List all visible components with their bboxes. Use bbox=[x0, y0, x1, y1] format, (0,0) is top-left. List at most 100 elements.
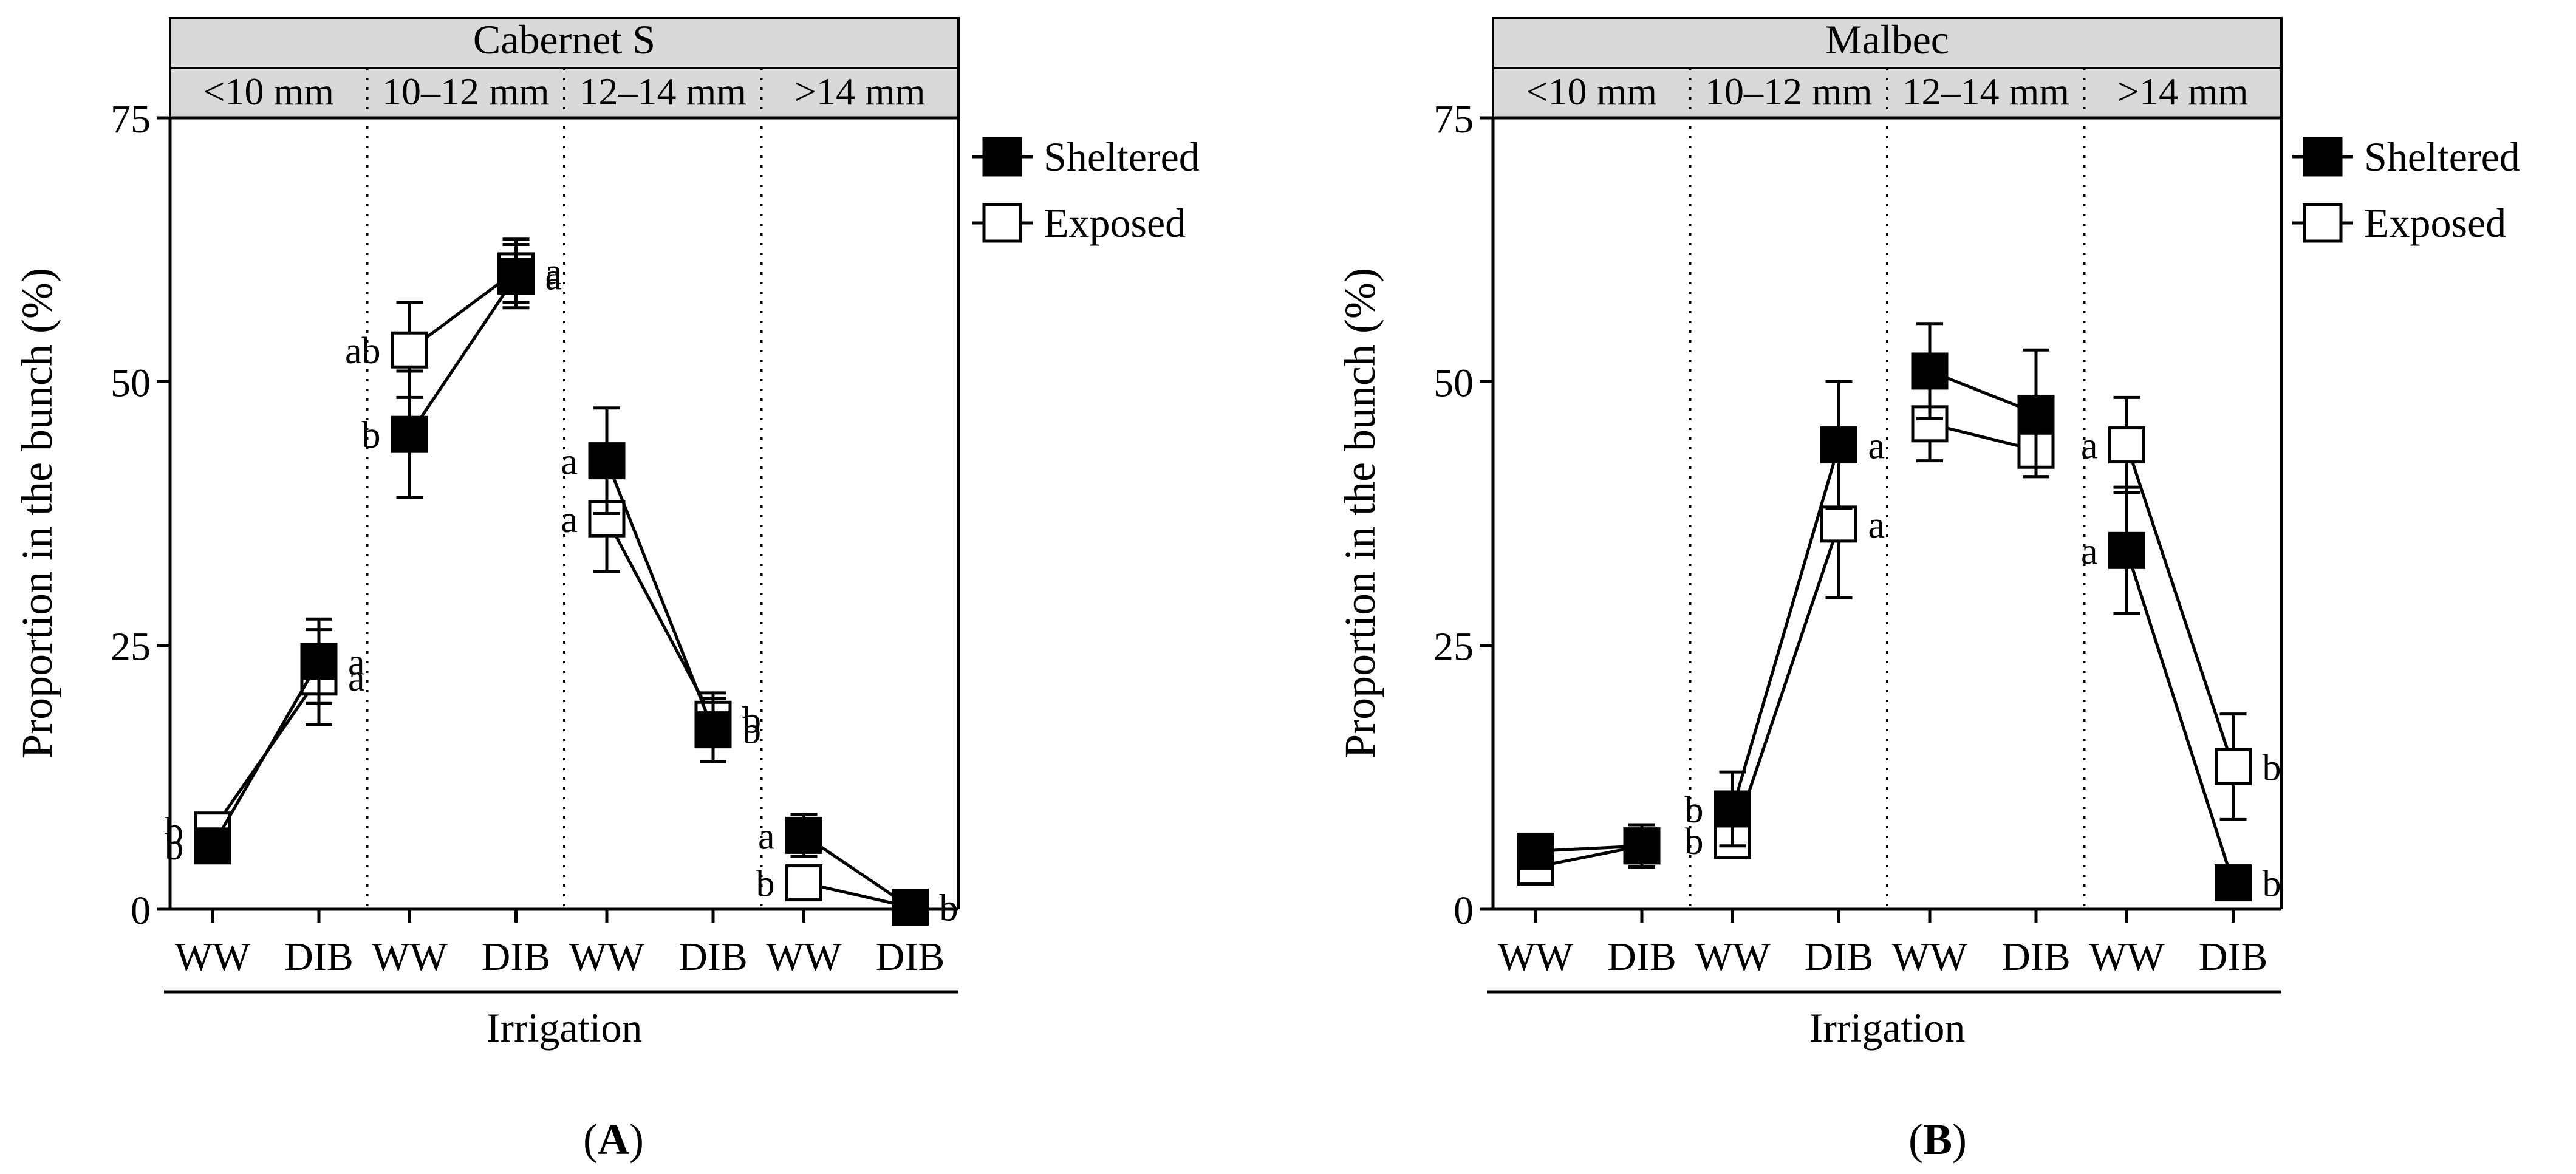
panel-b-exposed-connector bbox=[2125, 444, 2235, 768]
panel-a-sheltered-significance-letter: a bbox=[545, 257, 562, 298]
panel-b-y-axis-label: Proportion in the bunch (%) bbox=[1336, 268, 1384, 759]
panel-b-sheltered-significance-letter: a bbox=[2081, 531, 2098, 572]
panel-b-size-class-label: >14 mm bbox=[2117, 70, 2249, 113]
panel-b-x-tick-label: WW bbox=[1498, 935, 1574, 979]
panel-a-letter: A bbox=[598, 1115, 629, 1164]
panel-b-exposed-marker bbox=[2215, 748, 2252, 785]
panel-b-sheltered-significance-letter: b bbox=[1685, 790, 1704, 831]
panel-a-title: Cabernet S bbox=[473, 16, 655, 63]
legend-b-exposed-label: Exposed bbox=[2364, 200, 2506, 246]
panel-a-y-tick-label: 50 bbox=[111, 361, 151, 405]
panel-b-title: Malbec bbox=[1825, 16, 1949, 63]
panel-a-x-tick-label: DIB bbox=[678, 935, 748, 979]
panel-a-x-tick-label: WW bbox=[175, 935, 251, 979]
panel-a-sheltered-marker bbox=[300, 643, 338, 680]
panel-a-sheltered-marker bbox=[194, 827, 231, 865]
panel-b-sheltered-marker bbox=[1911, 352, 1949, 390]
legend-a-sheltered-marker bbox=[982, 137, 1022, 177]
panel-b-size-strip bbox=[1492, 67, 2283, 119]
panel-b-plot: 0 25 50 75 <10 mm WW DIB 10–12 mm WW DIB 12–14 mm W… bbox=[1433, 68, 2281, 979]
panel-a-exposed-significance-letter: a bbox=[545, 251, 562, 293]
panel-b-sheltered-marker bbox=[1820, 426, 1857, 464]
panel-b-x-axis-label: Irrigation bbox=[1809, 1005, 1966, 1051]
panel-a-size-class-label: >14 mm bbox=[794, 70, 926, 113]
legend-a-exposed-marker bbox=[982, 203, 1022, 243]
legend-b-sheltered-label: Sheltered bbox=[2364, 134, 2520, 180]
panel-a-exposed-marker bbox=[391, 331, 428, 369]
panel-a-y-tick-label: 0 bbox=[131, 889, 151, 933]
panel-b-sheltered-significance-letter: b bbox=[2263, 864, 2281, 905]
panel-b-sheltered-marker bbox=[2215, 864, 2252, 902]
panel-b-sheltered-connector bbox=[2125, 550, 2235, 884]
legend-a-exposed-label: Exposed bbox=[1044, 200, 1186, 246]
panel-a-x-tick-label: DIB bbox=[284, 935, 354, 979]
panel-b-x-tick-label: WW bbox=[2089, 935, 2165, 979]
panel-a-exposed-significance-letter: b bbox=[165, 811, 183, 852]
panel-b-x-tick-label: WW bbox=[1892, 935, 1968, 979]
panel-a-sheltered-marker bbox=[892, 889, 929, 926]
panel-a-exposed-significance-letter: a bbox=[348, 658, 365, 699]
panel-a-sheltered-marker bbox=[785, 816, 822, 854]
panel-b-title-strip bbox=[1492, 17, 2283, 69]
panel-b-caption: (B) bbox=[1908, 1115, 1967, 1164]
panel-a-exposed-significance-letter: a bbox=[561, 499, 578, 541]
panel-a-sheltered-significance-letter: a bbox=[348, 642, 365, 683]
panel-b-x-tick-label: WW bbox=[1695, 935, 1771, 979]
panel-a-plot: 0 25 50 75 <10 mm WW DIB 10–12 mm WW DIB 12–14 mm W… bbox=[111, 68, 958, 979]
panel-a-x-tick-label: DIB bbox=[876, 935, 945, 979]
panel-a-title-strip bbox=[169, 17, 960, 69]
panel-b-y-tick-label: 75 bbox=[1433, 97, 1474, 142]
panel-a-sheltered-significance-letter: b bbox=[165, 827, 183, 868]
panel-a-x-tick-label: DIB bbox=[482, 935, 551, 979]
panel-a-sheltered-connector bbox=[408, 275, 518, 435]
panel-b-size-class-label: 10–12 mm bbox=[1705, 70, 1873, 113]
panel-a-caption: (A) bbox=[583, 1115, 644, 1164]
panel-a-sheltered-marker bbox=[588, 442, 626, 480]
legend-b-exposed-marker bbox=[2303, 203, 2343, 243]
panel-a-y-tick-label: 75 bbox=[111, 97, 151, 142]
panel-b-sheltered-marker bbox=[1714, 790, 1751, 828]
panel-b: Malbec Irrigation Proportion in the bunc… bbox=[1336, 16, 2283, 1164]
panel-a: Cabernet S Irrigation Proportion in the … bbox=[13, 16, 960, 1164]
panel-b-exposed-connector bbox=[1731, 524, 1840, 841]
panel-b-sheltered-marker bbox=[2108, 531, 2145, 569]
panel-b-exposed-significance-letter: b bbox=[2263, 747, 2281, 788]
panel-b-sheltered-marker bbox=[1623, 827, 1661, 865]
panel-a-sheltered-marker bbox=[391, 415, 428, 453]
panel-b-x-tick-label: DIB bbox=[2199, 935, 2268, 979]
panel-a-sheltered-marker bbox=[694, 711, 732, 749]
panel-a-exposed-significance-letter: ab bbox=[345, 330, 381, 372]
panel-b-exposed-significance-letter: a bbox=[2081, 426, 2098, 467]
panel-a-sheltered-significance-letter: a bbox=[758, 816, 775, 857]
panel-a-x-axis-label: Irrigation bbox=[487, 1005, 643, 1051]
panel-a-legend: Sheltered Exposed bbox=[972, 134, 1200, 246]
panel-b-y-tick-label: 50 bbox=[1433, 361, 1474, 405]
panel-b-size-class-label: 12–14 mm bbox=[1902, 70, 2069, 113]
panel-a-size-class-label: <10 mm bbox=[203, 70, 334, 113]
panel-a-size-strip bbox=[169, 67, 960, 119]
panel-a-sheltered-marker bbox=[497, 258, 535, 295]
panel-b-exposed-marker bbox=[2108, 426, 2145, 464]
panel-a-size-class-label: 12–14 mm bbox=[579, 70, 746, 113]
panel-b-x-tick-label: DIB bbox=[1805, 935, 1874, 979]
panel-a-sheltered-significance-letter: a bbox=[561, 442, 578, 483]
panel-b-sheltered-marker bbox=[2017, 394, 2055, 432]
panel-a-sheltered-significance-letter: b bbox=[362, 415, 381, 456]
panel-a-size-class-label: 10–12 mm bbox=[382, 70, 550, 113]
panel-b-exposed-significance-letter: b bbox=[1685, 821, 1704, 862]
panel-b-size-class-label: <10 mm bbox=[1526, 70, 1657, 113]
panel-a-x-tick-label: WW bbox=[372, 935, 448, 979]
panel-b-exposed-significance-letter: a bbox=[1868, 505, 1885, 546]
panel-b-legend: Sheltered Exposed bbox=[2292, 134, 2520, 246]
panel-b-sheltered-marker bbox=[1517, 832, 1554, 870]
panel-b-x-tick-label: DIB bbox=[2001, 935, 2071, 979]
panel-b-exposed-marker bbox=[1820, 505, 1857, 543]
panel-a-x-tick-label: WW bbox=[766, 935, 842, 979]
panel-a-sheltered-significance-letter: b bbox=[742, 711, 761, 752]
panel-b-letter: B bbox=[1923, 1115, 1952, 1164]
panel-a-y-tick-label: 25 bbox=[111, 625, 151, 669]
panel-a-y-axis-label: Proportion in the bunch (%) bbox=[13, 268, 61, 759]
panel-a-sheltered-connector bbox=[605, 460, 715, 731]
